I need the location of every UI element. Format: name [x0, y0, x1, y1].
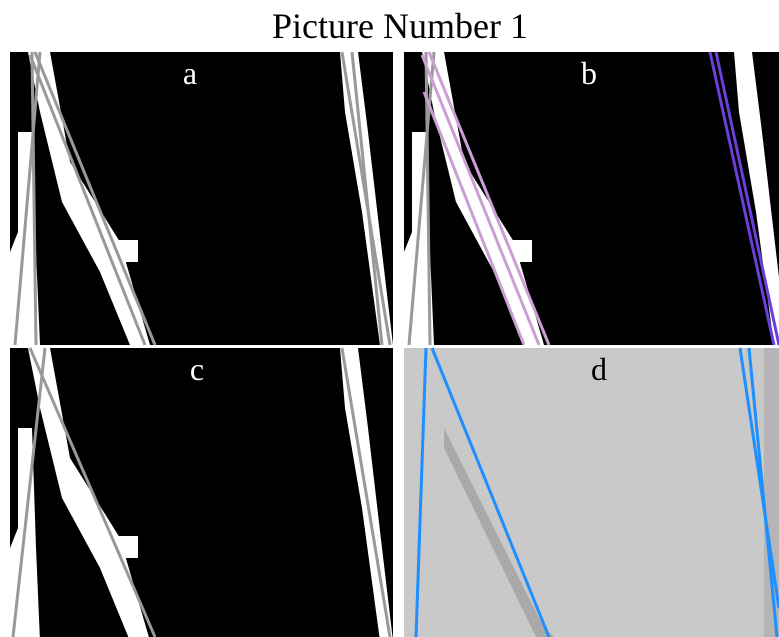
panel-label: c	[190, 351, 204, 387]
panel-label: d	[591, 351, 607, 387]
panel-c: c	[10, 348, 393, 637]
figure: Picture Number 1 a b c	[0, 0, 779, 637]
panel-label: a	[183, 55, 197, 91]
panel-b: b	[404, 52, 779, 345]
panel-d: d	[404, 348, 779, 637]
panel-a: a	[10, 52, 393, 345]
panel-label: b	[581, 55, 597, 91]
figure-title: Picture Number 1	[272, 6, 528, 46]
